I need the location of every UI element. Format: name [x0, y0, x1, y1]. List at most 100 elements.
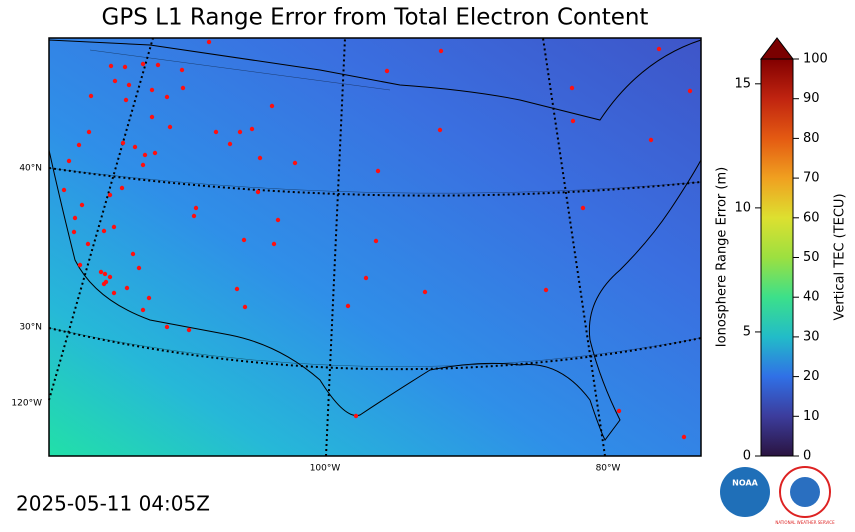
station — [140, 61, 146, 67]
station — [122, 64, 128, 70]
logos: NOAA NATIONAL WEATHER SERVICE — [720, 466, 835, 525]
station — [149, 87, 155, 93]
station — [191, 213, 197, 219]
station — [422, 289, 428, 295]
lon-label: 100°W — [310, 464, 341, 474]
station — [86, 129, 92, 135]
station — [102, 271, 108, 277]
lon-label: 80°W — [596, 464, 621, 474]
station — [140, 307, 146, 313]
station — [140, 162, 146, 168]
noaa-logo — [720, 467, 770, 517]
station — [384, 68, 390, 74]
nws-inner — [790, 477, 820, 507]
map-frame — [48, 37, 702, 457]
title: GPS L1 Range Error from Total Electron C… — [102, 5, 649, 31]
colorbar: Ionosphere Range Error (m) Vertical TEC … — [715, 37, 848, 464]
station — [149, 114, 155, 120]
station — [206, 39, 212, 45]
station — [363, 275, 369, 281]
station — [249, 126, 255, 132]
right-axis-label: Vertical TEC (TECU) — [833, 193, 848, 320]
tick-label: 10 — [803, 409, 820, 424]
station — [120, 140, 126, 146]
tick-label: 70 — [803, 171, 820, 186]
station — [76, 142, 82, 148]
tick-label: 5 — [743, 324, 751, 339]
station — [98, 269, 104, 275]
station — [146, 295, 152, 301]
station — [193, 205, 199, 211]
station — [101, 281, 107, 287]
station — [275, 217, 281, 223]
lat-label: 30°N — [19, 323, 42, 333]
map-background — [49, 38, 701, 456]
station — [179, 67, 185, 73]
station — [108, 63, 114, 69]
station — [61, 187, 67, 193]
timestamp: 2025-05-11 04:05Z — [16, 492, 210, 516]
station — [186, 327, 192, 333]
station — [112, 78, 118, 84]
station — [164, 94, 170, 100]
station — [271, 241, 277, 247]
station — [373, 238, 379, 244]
station — [234, 286, 240, 292]
station — [101, 228, 107, 234]
station — [167, 124, 173, 130]
station — [543, 287, 549, 293]
station — [85, 241, 91, 247]
tick-label: 60 — [803, 210, 820, 225]
station — [124, 285, 130, 291]
station — [269, 103, 275, 109]
station — [152, 150, 158, 156]
tick-label: 30 — [803, 329, 820, 344]
station — [180, 85, 186, 91]
station — [242, 304, 248, 310]
tick-label: 100 — [803, 52, 828, 67]
coastline — [48, 39, 702, 441]
lon-label: 120°W — [11, 399, 42, 409]
station — [437, 127, 443, 133]
borders — [48, 49, 702, 367]
station — [569, 85, 575, 91]
station — [164, 324, 170, 330]
station — [111, 224, 117, 230]
station — [123, 97, 129, 103]
noaa-text: NOAA — [732, 479, 758, 488]
tick-label: 15 — [734, 76, 751, 91]
station — [292, 160, 298, 166]
station — [681, 434, 687, 440]
station — [136, 265, 142, 271]
station — [255, 189, 261, 195]
tick-label: 40 — [803, 290, 820, 305]
station — [237, 129, 243, 135]
station — [107, 274, 113, 280]
left-axis-label: Ionosphere Range Error (m) — [715, 167, 730, 347]
station — [126, 82, 132, 88]
station — [227, 141, 233, 147]
colorbar-extend — [759, 37, 795, 60]
station — [616, 408, 622, 414]
station — [687, 88, 693, 94]
station — [648, 137, 654, 143]
station — [111, 290, 117, 296]
station — [213, 129, 219, 135]
station — [72, 215, 78, 221]
station — [130, 251, 136, 257]
station — [71, 229, 77, 235]
station — [353, 413, 359, 419]
colorbar-scale — [760, 58, 794, 457]
lat-label: 40°N — [19, 164, 42, 174]
station — [155, 62, 161, 68]
tick-label: 90 — [803, 91, 820, 106]
station — [580, 205, 586, 211]
tick-label: 20 — [803, 369, 820, 384]
map: 40°N 30°N 120°W 100°W 80°W — [11, 37, 702, 474]
station — [88, 93, 94, 99]
tick-label: 0 — [803, 449, 811, 464]
station — [66, 158, 72, 164]
station — [345, 303, 351, 309]
station — [107, 192, 113, 198]
